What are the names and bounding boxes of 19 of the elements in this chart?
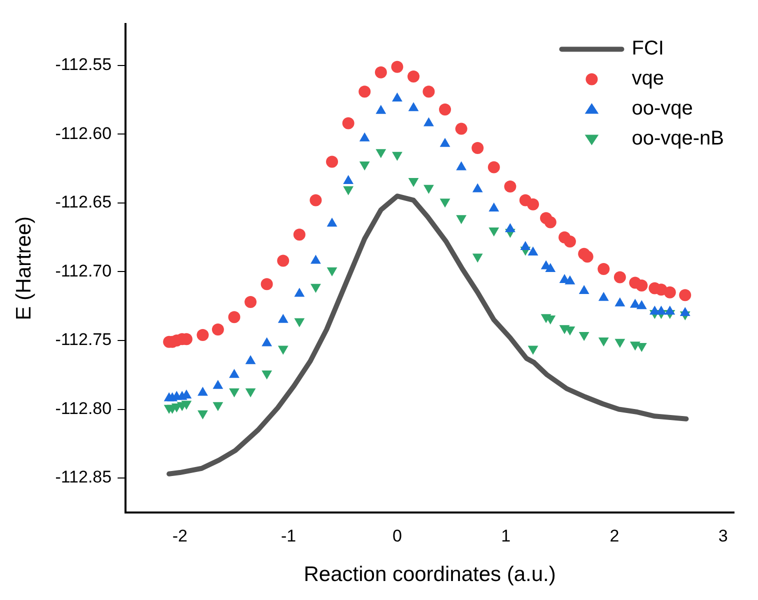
x-tick-label: -2 <box>172 526 188 546</box>
y-tick-label: -112.80 <box>55 398 112 418</box>
x-tick-label: 1 <box>501 526 511 546</box>
x-axis-title: Reaction coordinates (a.u.) <box>304 563 556 586</box>
legend-label: FCI <box>632 38 664 60</box>
x-tick-label: 3 <box>718 526 728 546</box>
y-tick-label: -112.85 <box>55 468 112 487</box>
y-axis-title: E (Hartree) <box>12 216 36 320</box>
x-tick-label: 2 <box>610 526 620 546</box>
legend-label: vqe <box>632 68 664 90</box>
x-tick-label: 0 <box>392 526 402 546</box>
legend-label: oo-vqe <box>632 98 693 120</box>
legend-label: oo-vqe-nB <box>632 128 724 150</box>
y-tick-label: -112.70 <box>55 261 112 280</box>
y-tick-label: -112.60 <box>55 124 112 143</box>
x-tick-label: -1 <box>281 526 296 546</box>
y-tick-label: -112.65 <box>55 192 112 212</box>
y-tick-label: -112.55 <box>55 55 112 74</box>
y-tick-label: -112.75 <box>55 330 112 350</box>
